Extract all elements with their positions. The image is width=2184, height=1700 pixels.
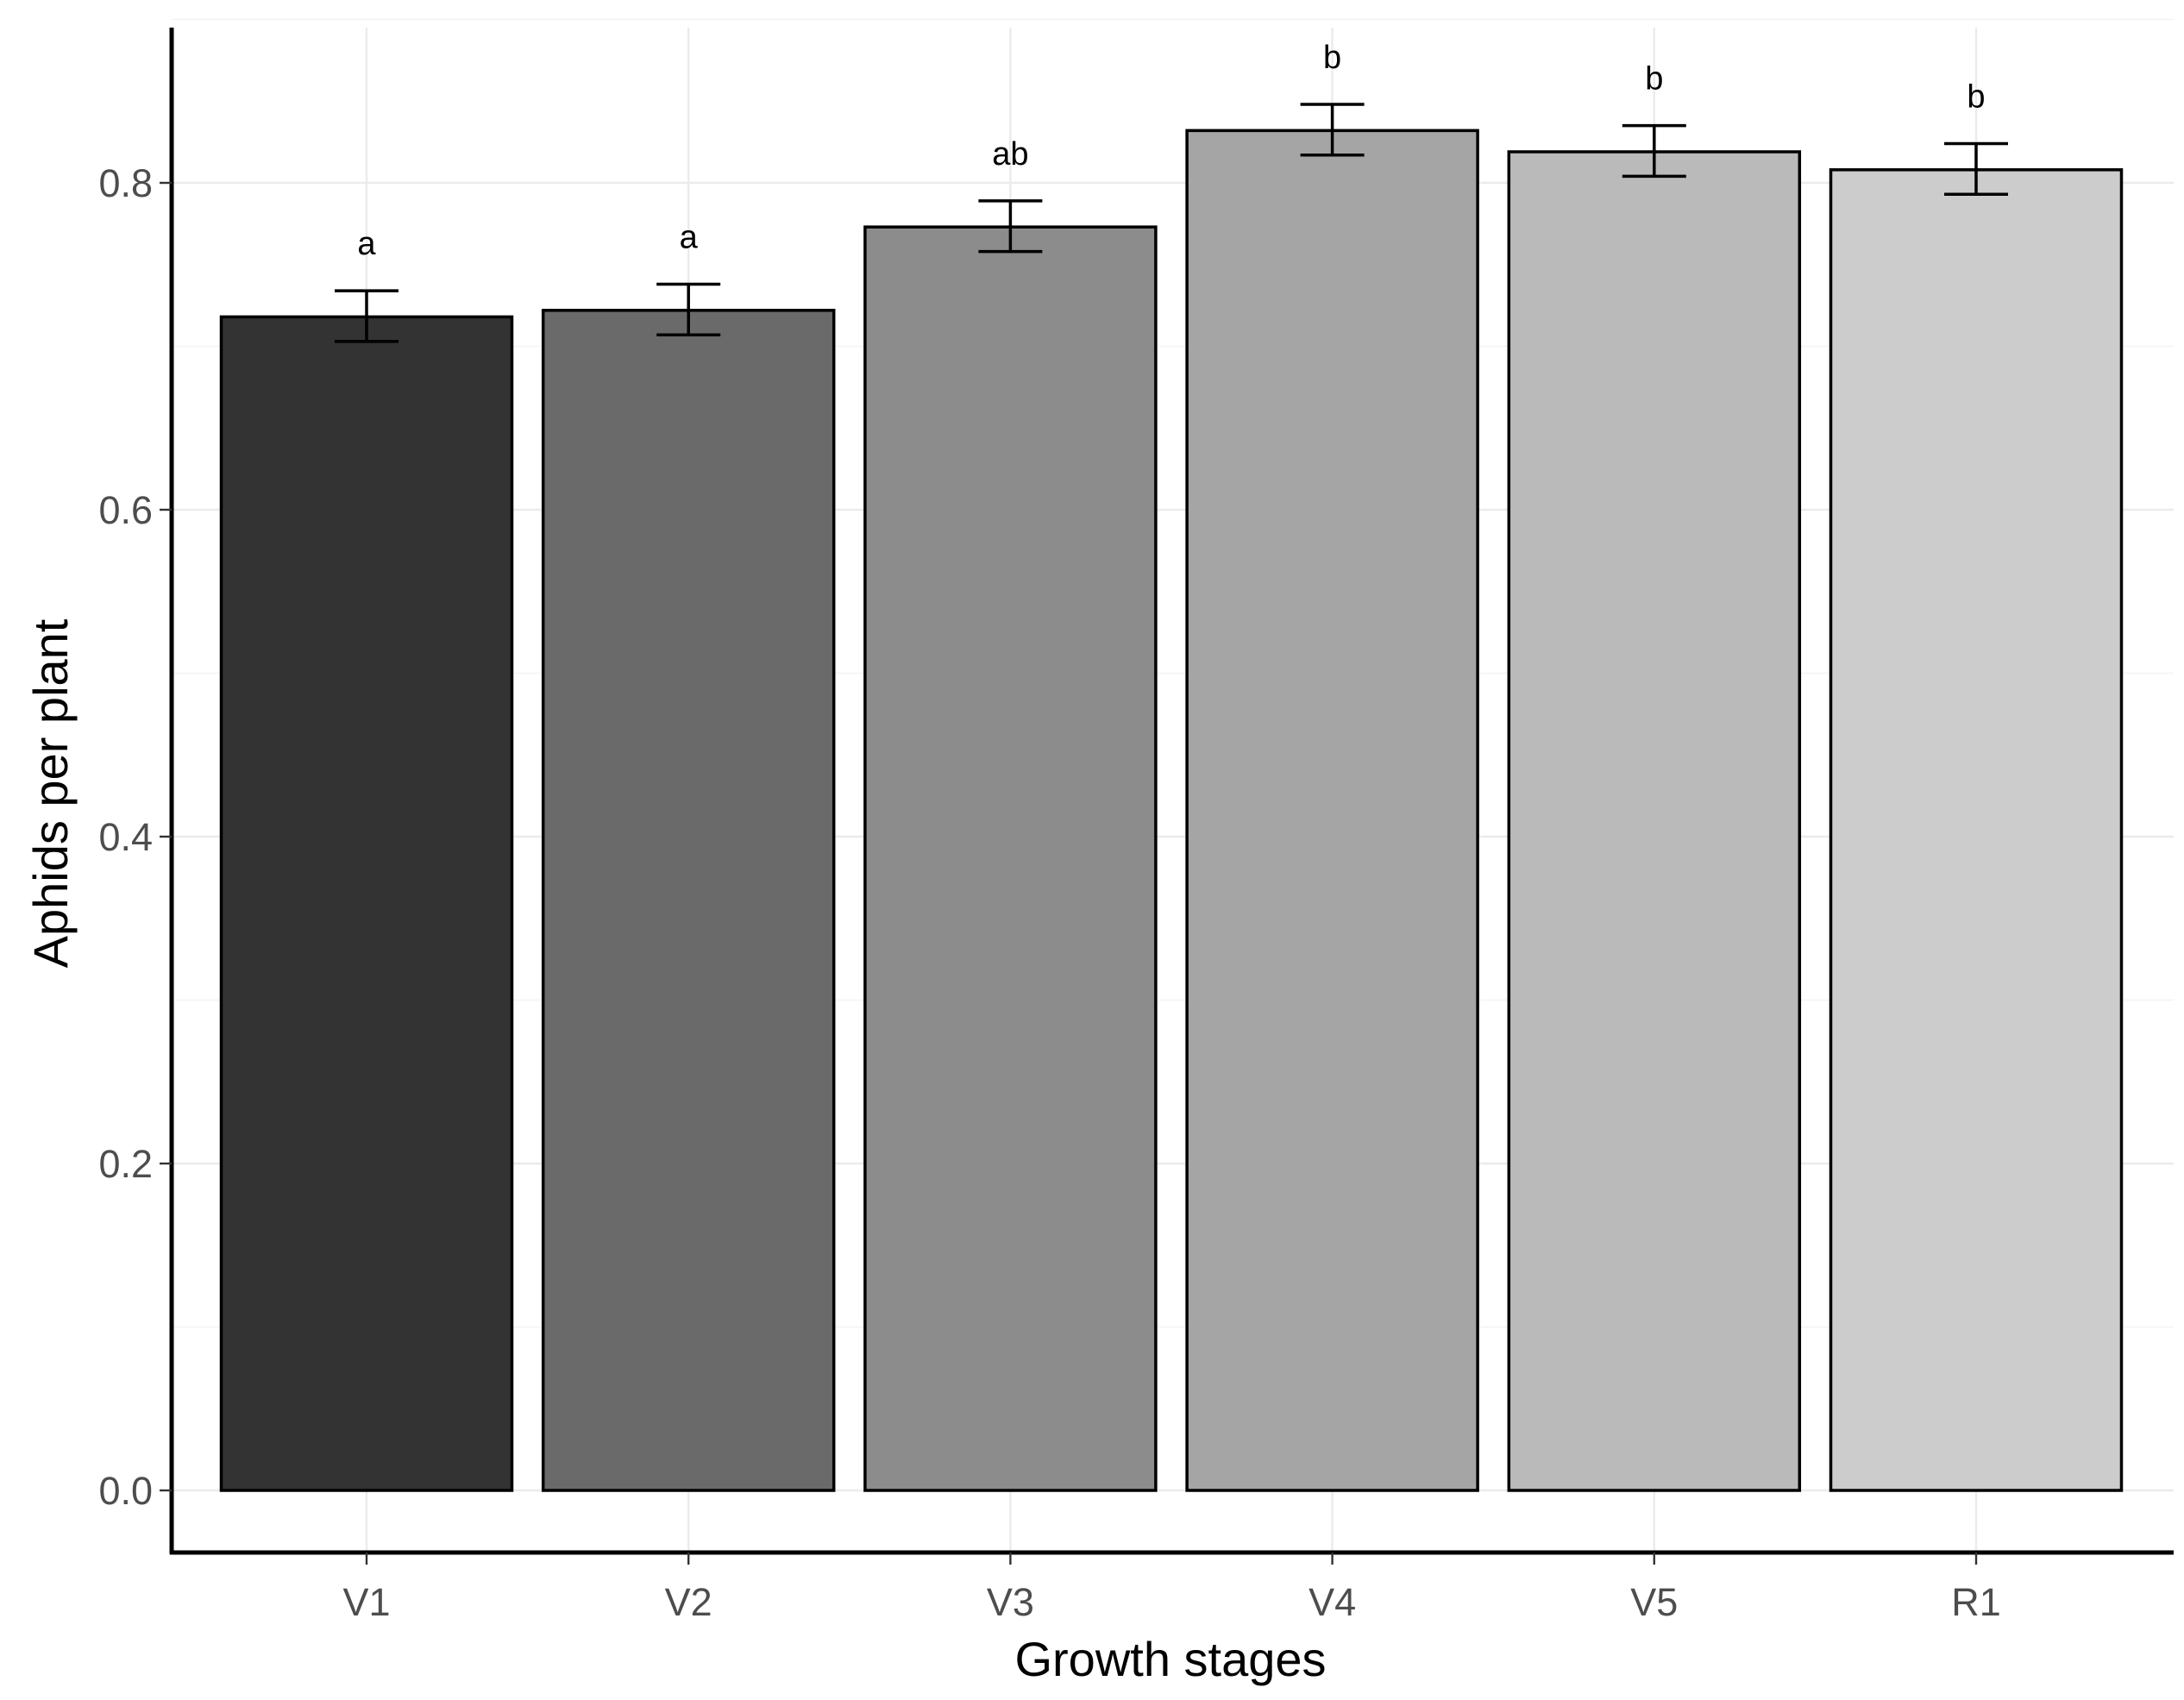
error-bar-v2 <box>656 282 721 336</box>
significance-label: a <box>357 226 376 262</box>
x-tick-label: V2 <box>665 1580 712 1624</box>
x-tick-label: V1 <box>342 1580 390 1624</box>
significance-label: a <box>680 219 699 255</box>
bar-v3 <box>863 225 1158 1492</box>
x-tick-label: R1 <box>1951 1580 2001 1624</box>
x-ticks: V1 V2 V3 V4 V5 R1 <box>342 1553 2001 1624</box>
x-tick-label: V5 <box>1630 1580 1678 1624</box>
y-tick-label: 0.2 <box>98 1142 153 1186</box>
axes <box>169 28 2174 1555</box>
y-ticks: 0.0 0.2 0.4 0.6 0.8 <box>98 161 172 1513</box>
y-tick-label: 0.8 <box>98 161 153 205</box>
y-tick-label: 0.0 <box>98 1469 153 1513</box>
significance-label: b <box>1645 61 1663 97</box>
y-tick-label: 0.4 <box>98 815 153 859</box>
bar-r1 <box>1829 168 2124 1492</box>
significance-label: ab <box>992 136 1028 173</box>
error-bars <box>335 103 2008 343</box>
bar-v4 <box>1185 129 1479 1492</box>
significance-label: b <box>1323 40 1341 76</box>
significance-labels: a a ab b b b <box>357 40 1985 262</box>
significance-label: b <box>1967 79 1985 116</box>
error-bar-v4 <box>1300 103 1365 157</box>
x-tick-label: V4 <box>1309 1580 1356 1624</box>
error-bar-v3 <box>978 199 1043 254</box>
error-bar-r1 <box>1944 141 2008 197</box>
x-tick-label: V3 <box>987 1580 1034 1624</box>
bar-v2 <box>541 309 836 1492</box>
x-axis-title: Growth stages <box>1014 1632 1326 1686</box>
error-bar-v5 <box>1622 123 1686 179</box>
y-tick-label: 0.6 <box>98 488 153 532</box>
bars <box>219 129 2124 1492</box>
bar-v1 <box>219 315 514 1492</box>
error-bar-v1 <box>335 289 399 343</box>
bar-v5 <box>1507 150 1802 1492</box>
y-axis-title: Aphids per plant <box>23 618 78 968</box>
